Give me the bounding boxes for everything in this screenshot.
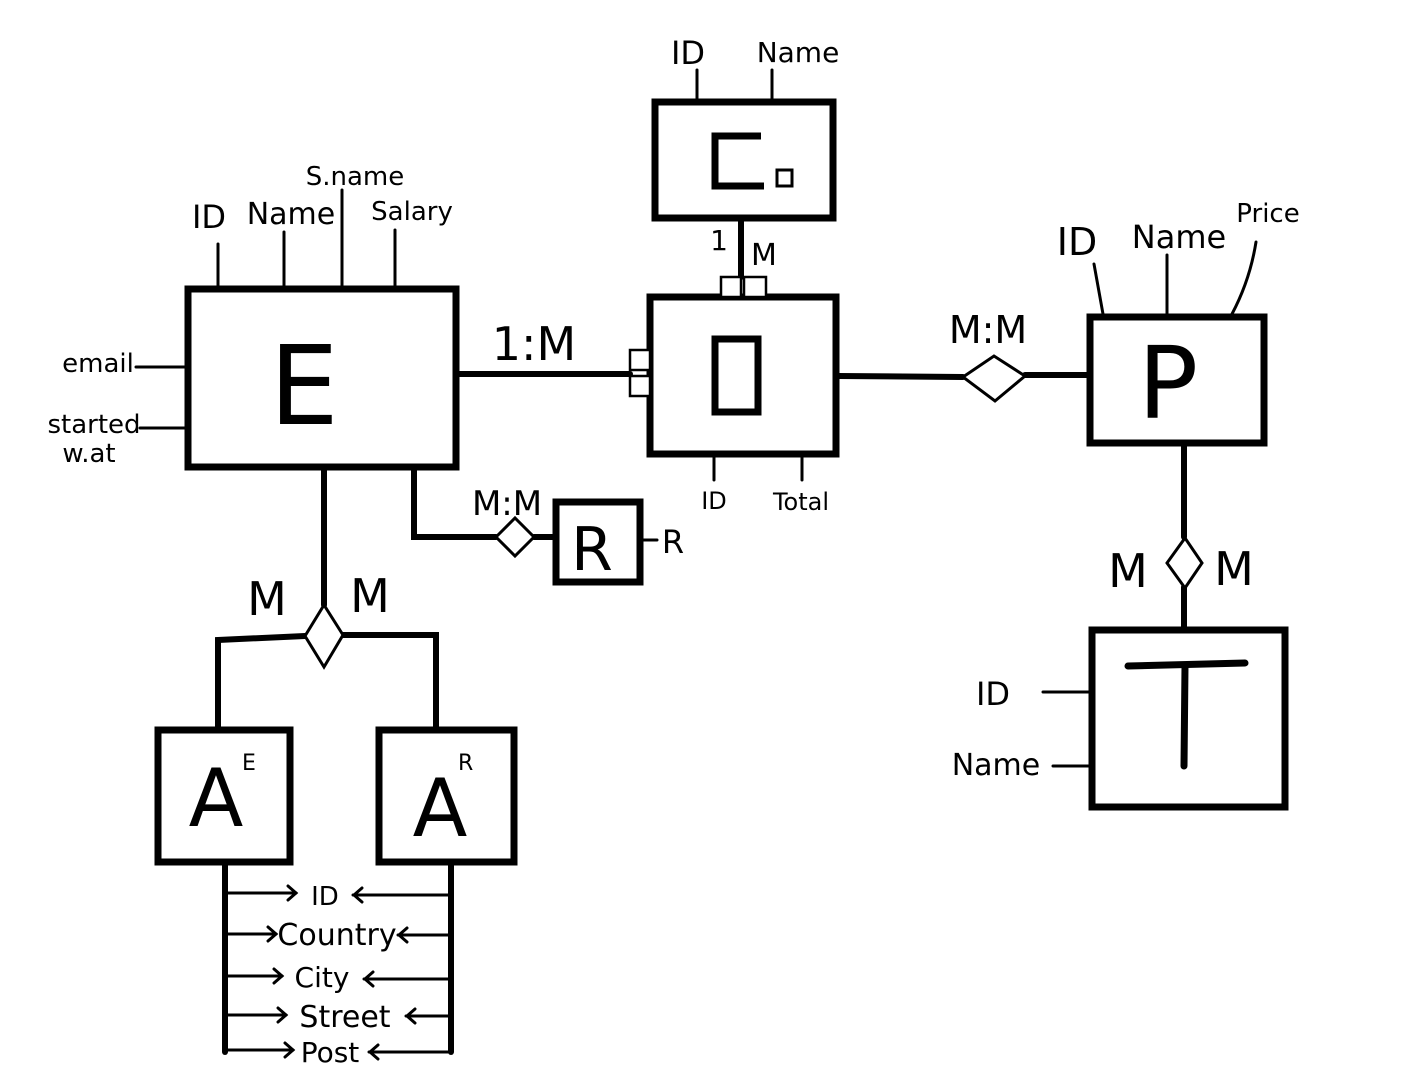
e-a-cardinality-left: M [247, 572, 287, 626]
o-top-marker-right [742, 275, 768, 299]
p-id-line [1092, 262, 1105, 316]
relationship-p-t-diamond[interactable] [1165, 535, 1204, 591]
o-left-marker-top [628, 348, 652, 372]
o-p-connector-left [835, 373, 966, 380]
relationship-e-r-diamond[interactable] [493, 515, 537, 559]
entity-r[interactable]: R [552, 498, 644, 586]
p-price-line [1230, 240, 1258, 316]
ae-connector [215, 633, 308, 731]
entity-r-label: R [571, 515, 613, 585]
e-email-label: email [62, 349, 134, 379]
p-t-cardinality-right: M [1214, 542, 1254, 596]
e-o-cardinality: 1:M [492, 317, 576, 371]
o-left-marker-bottom [628, 374, 652, 398]
e-sname-label: S.name [306, 162, 405, 192]
p-name-label: Name [1132, 218, 1226, 256]
entity-c[interactable] [651, 98, 837, 222]
o-id-label: ID [701, 487, 727, 515]
e-salary-label: Salary [371, 197, 453, 227]
o-p-cardinality: M:M [949, 308, 1027, 352]
r-attr-label: R [662, 523, 684, 561]
c-shape [711, 132, 764, 190]
t-shape-stem [1180, 662, 1189, 770]
p-t-cardinality-left: M [1108, 544, 1148, 598]
p-id-label: ID [1057, 220, 1097, 264]
ar-connector [340, 632, 439, 731]
t-name-label: Name [952, 748, 1041, 783]
address-country-label: Country [277, 918, 396, 953]
c-o-cardinality-right: M [751, 238, 777, 273]
address-id-label: ID [311, 882, 339, 912]
entity-e-label: E [269, 322, 339, 450]
e-name-label: Name [247, 197, 336, 232]
address-post-label: Post [301, 1036, 360, 1069]
c-id-label: ID [671, 34, 705, 72]
entity-o[interactable] [646, 293, 840, 458]
entity-t[interactable] [1088, 626, 1289, 811]
entity-ae-superscript: E [242, 751, 256, 776]
address-arrows [223, 884, 453, 1061]
entity-ar-superscript: R [458, 751, 473, 776]
o-total-label: Total [772, 488, 829, 516]
entity-ar-label: A [413, 762, 468, 855]
address-city-label: City [295, 961, 350, 994]
relationship-e-a-diamond[interactable] [303, 602, 345, 670]
c-small-square [775, 168, 794, 188]
address-street-label: Street [299, 1000, 390, 1035]
e-started-label-line2: w.at [62, 439, 115, 469]
e-r-connector [411, 467, 499, 540]
entity-ae[interactable]: A E [154, 726, 294, 866]
entity-p[interactable]: P [1086, 313, 1268, 447]
c-o-cardinality-left: 1 [710, 224, 728, 257]
o-top-marker-left [719, 275, 743, 299]
e-r-cardinality: M:M [472, 484, 542, 524]
o-shape [711, 335, 762, 416]
e-id-label: ID [192, 198, 226, 236]
entity-ae-label: A [189, 752, 244, 845]
entity-ar[interactable]: A R [375, 726, 518, 866]
t-id-label: ID [976, 675, 1010, 713]
entity-e[interactable]: E [184, 285, 460, 471]
e-a-cardinality-right: M [350, 569, 390, 623]
p-price-label: Price [1236, 199, 1299, 229]
relationship-o-p-diamond[interactable] [960, 354, 1028, 403]
entity-p-label: P [1138, 325, 1198, 442]
e-started-label-line1: started [47, 410, 140, 440]
c-name-label: Name [757, 36, 840, 69]
